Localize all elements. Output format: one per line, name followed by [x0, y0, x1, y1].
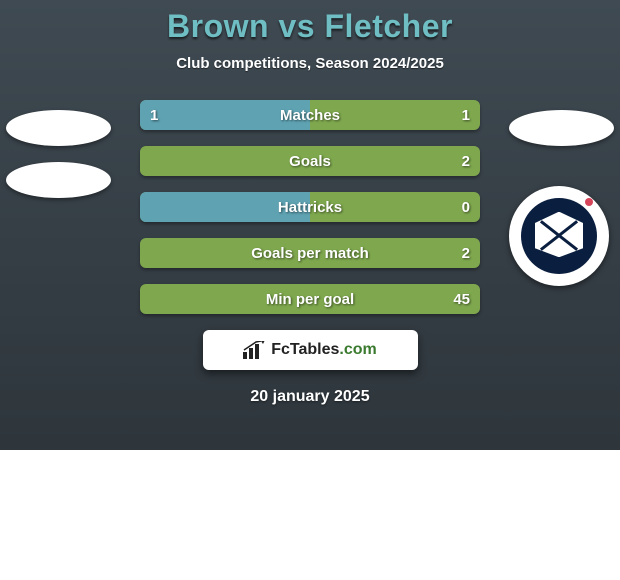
club-crest-shield [521, 198, 597, 274]
stat-label: Goals per match [251, 245, 369, 262]
stat-value-right: 2 [462, 245, 470, 262]
site-logo[interactable]: FcTables.com [203, 330, 418, 370]
page-title: Brown vs Fletcher [0, 8, 620, 45]
stat-row: Hattricks 0 [140, 192, 480, 222]
stat-row: 1 Matches 1 [140, 100, 480, 130]
club-crest-accent [585, 198, 593, 206]
logo-text-main: FcTables [271, 341, 339, 358]
stat-label: Min per goal [266, 291, 354, 308]
player-left-avatars [6, 110, 111, 214]
stat-value-right: 0 [462, 199, 470, 216]
player-left-avatar-1 [6, 110, 111, 146]
stat-row: Min per goal 45 [140, 284, 480, 314]
stat-value-right: 45 [453, 291, 470, 308]
club-crest-cross [540, 217, 578, 251]
comparison-card: Brown vs Fletcher Club competitions, Sea… [0, 0, 620, 450]
stat-label: Matches [280, 107, 340, 124]
stat-value-left: 1 [150, 107, 158, 124]
stat-label: Goals [289, 153, 331, 170]
bars-icon [243, 341, 265, 359]
stat-row: Goals per match 2 [140, 238, 480, 268]
site-logo-text: FcTables.com [271, 341, 377, 359]
subtitle: Club competitions, Season 2024/2025 [0, 55, 620, 72]
player-right-avatars [509, 110, 614, 286]
player-right-avatar-1 [509, 110, 614, 146]
stat-value-right: 1 [462, 107, 470, 124]
club-crest [509, 186, 609, 286]
stat-row: Goals 2 [140, 146, 480, 176]
stat-label: Hattricks [278, 199, 342, 216]
stats-bars: 1 Matches 1 Goals 2 Hattricks 0 Goals per match… [140, 100, 480, 314]
player-left-avatar-2 [6, 162, 111, 198]
stat-value-right: 2 [462, 153, 470, 170]
logo-text-domain: .com [339, 341, 376, 358]
date: 20 january 2025 [0, 388, 620, 406]
